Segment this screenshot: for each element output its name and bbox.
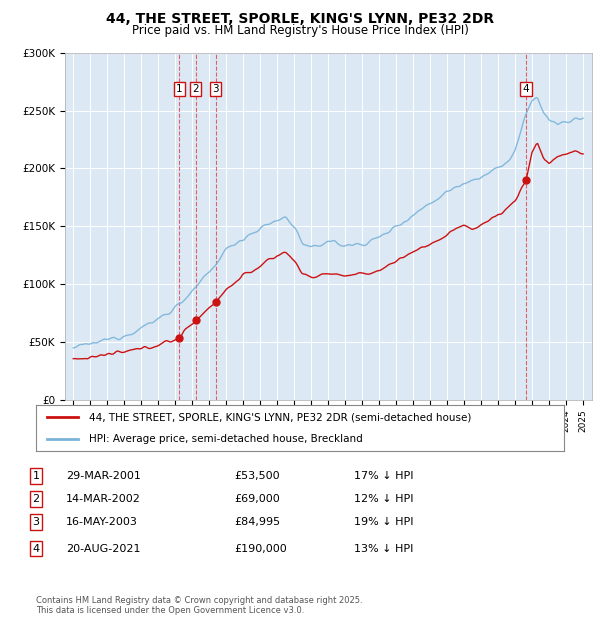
Text: 3: 3: [212, 84, 219, 94]
Text: 2: 2: [193, 84, 199, 94]
Text: £69,000: £69,000: [234, 494, 280, 504]
Text: £190,000: £190,000: [234, 544, 287, 554]
Text: 4: 4: [32, 544, 40, 554]
Text: £53,500: £53,500: [234, 471, 280, 481]
Text: 1: 1: [176, 84, 182, 94]
Text: 19% ↓ HPI: 19% ↓ HPI: [354, 517, 413, 527]
Text: 4: 4: [523, 84, 529, 94]
Text: 44, THE STREET, SPORLE, KING'S LYNN, PE32 2DR: 44, THE STREET, SPORLE, KING'S LYNN, PE3…: [106, 12, 494, 27]
Text: 44, THE STREET, SPORLE, KING'S LYNN, PE32 2DR (semi-detached house): 44, THE STREET, SPORLE, KING'S LYNN, PE3…: [89, 412, 471, 422]
Text: 1: 1: [32, 471, 40, 481]
Text: £84,995: £84,995: [234, 517, 280, 527]
Text: 3: 3: [32, 517, 40, 527]
Text: 16-MAY-2003: 16-MAY-2003: [66, 517, 138, 527]
Text: 2: 2: [32, 494, 40, 504]
Text: 13% ↓ HPI: 13% ↓ HPI: [354, 544, 413, 554]
Text: Price paid vs. HM Land Registry's House Price Index (HPI): Price paid vs. HM Land Registry's House …: [131, 24, 469, 37]
Text: Contains HM Land Registry data © Crown copyright and database right 2025.
This d: Contains HM Land Registry data © Crown c…: [36, 596, 362, 615]
Text: 17% ↓ HPI: 17% ↓ HPI: [354, 471, 413, 481]
Text: 12% ↓ HPI: 12% ↓ HPI: [354, 494, 413, 504]
Text: HPI: Average price, semi-detached house, Breckland: HPI: Average price, semi-detached house,…: [89, 434, 362, 444]
Text: 14-MAR-2002: 14-MAR-2002: [66, 494, 141, 504]
Text: 20-AUG-2021: 20-AUG-2021: [66, 544, 140, 554]
Text: 29-MAR-2001: 29-MAR-2001: [66, 471, 141, 481]
